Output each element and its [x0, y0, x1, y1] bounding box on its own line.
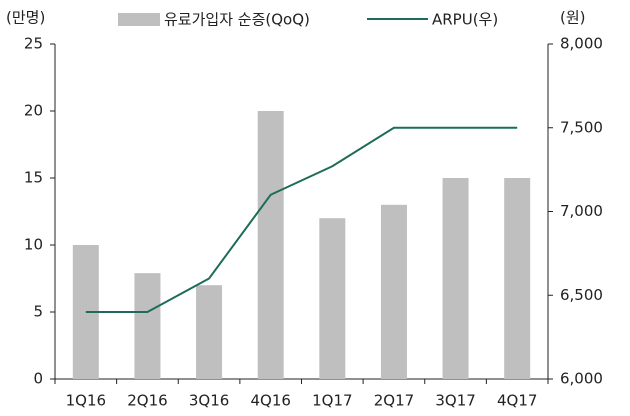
y-axis-label: (만명) — [6, 9, 45, 27]
y2-tick-label: 6,500 — [560, 286, 603, 304]
bar — [134, 273, 161, 379]
y2-tick-label: 8,000 — [560, 35, 603, 53]
bar — [504, 178, 531, 379]
y-tick-label: 20 — [24, 102, 43, 120]
y2-tick-label: 6,000 — [560, 370, 603, 388]
bar — [196, 285, 223, 379]
bar — [257, 111, 284, 379]
legend-label: 유료가입자 순증(QoQ) — [164, 11, 310, 29]
y2-axis-label: (원) — [560, 9, 586, 27]
y-tick-label: 15 — [24, 169, 43, 187]
x-tick-label: 3Q17 — [435, 392, 475, 410]
bar — [380, 204, 407, 379]
x-tick-label: 1Q17 — [312, 392, 352, 410]
y2-tick-label: 7,500 — [560, 118, 603, 136]
x-tick-label: 3Q16 — [189, 392, 229, 410]
bar — [319, 218, 346, 379]
bar — [442, 178, 469, 379]
x-tick-label: 4Q16 — [250, 392, 290, 410]
x-tick-label: 2Q17 — [374, 392, 414, 410]
legend-swatch — [118, 13, 160, 26]
y2-tick-label: 7,000 — [560, 202, 603, 220]
y-tick-label: 0 — [33, 370, 43, 388]
line — [85, 126, 518, 313]
x-tick-label: 1Q16 — [66, 392, 106, 410]
y-tick-label: 10 — [24, 236, 43, 254]
x-tick-label: 4Q17 — [497, 392, 537, 410]
y-tick-label: 5 — [33, 303, 43, 321]
legend-label: ARPU(우) — [432, 11, 498, 29]
y-tick-label: 25 — [24, 35, 43, 53]
x-tick-label: 2Q16 — [127, 392, 167, 410]
